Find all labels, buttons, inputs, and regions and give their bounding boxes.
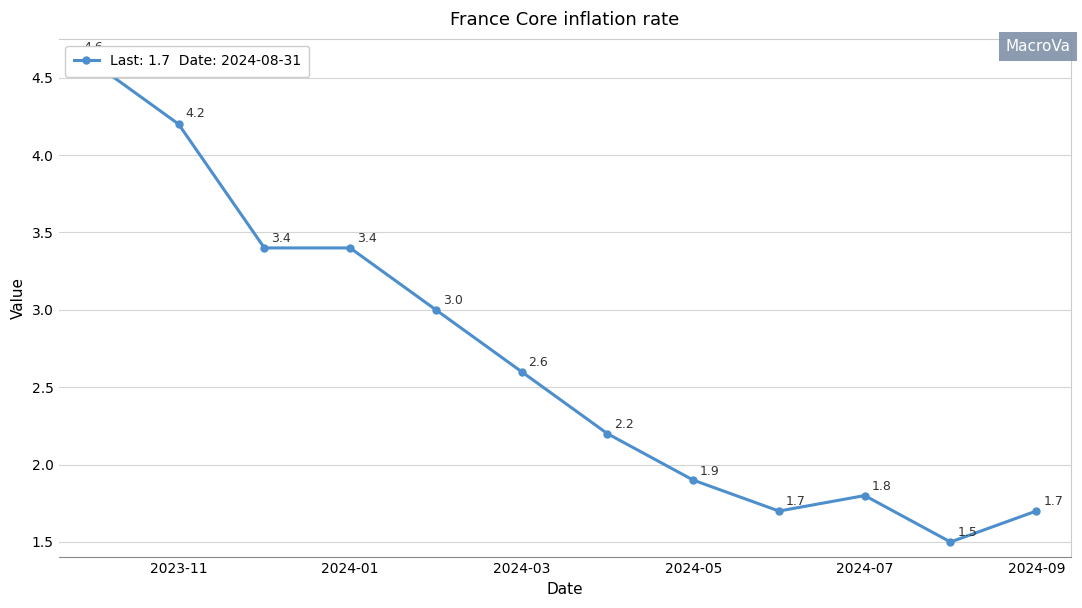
Legend: Last: 1.7  Date: 2024-08-31: Last: 1.7 Date: 2024-08-31 — [66, 46, 309, 77]
X-axis label: Date: Date — [546, 582, 583, 597]
Y-axis label: Value: Value — [11, 277, 26, 319]
Text: 2.2: 2.2 — [615, 418, 634, 431]
Text: 2.6: 2.6 — [529, 356, 549, 369]
Text: 1.7: 1.7 — [1043, 496, 1064, 508]
Text: 3.4: 3.4 — [357, 232, 377, 246]
Text: 3.4: 3.4 — [272, 232, 291, 246]
Title: France Core inflation rate: France Core inflation rate — [450, 11, 679, 29]
Text: 1.5: 1.5 — [958, 527, 977, 539]
Text: 1.9: 1.9 — [700, 465, 720, 477]
Text: 4.6: 4.6 — [83, 41, 103, 54]
Text: MacroVa: MacroVa — [1005, 39, 1070, 54]
Text: 1.7: 1.7 — [786, 496, 806, 508]
Text: 4.2: 4.2 — [185, 107, 206, 120]
Text: 1.8: 1.8 — [872, 480, 892, 493]
Text: 3.0: 3.0 — [443, 294, 463, 307]
